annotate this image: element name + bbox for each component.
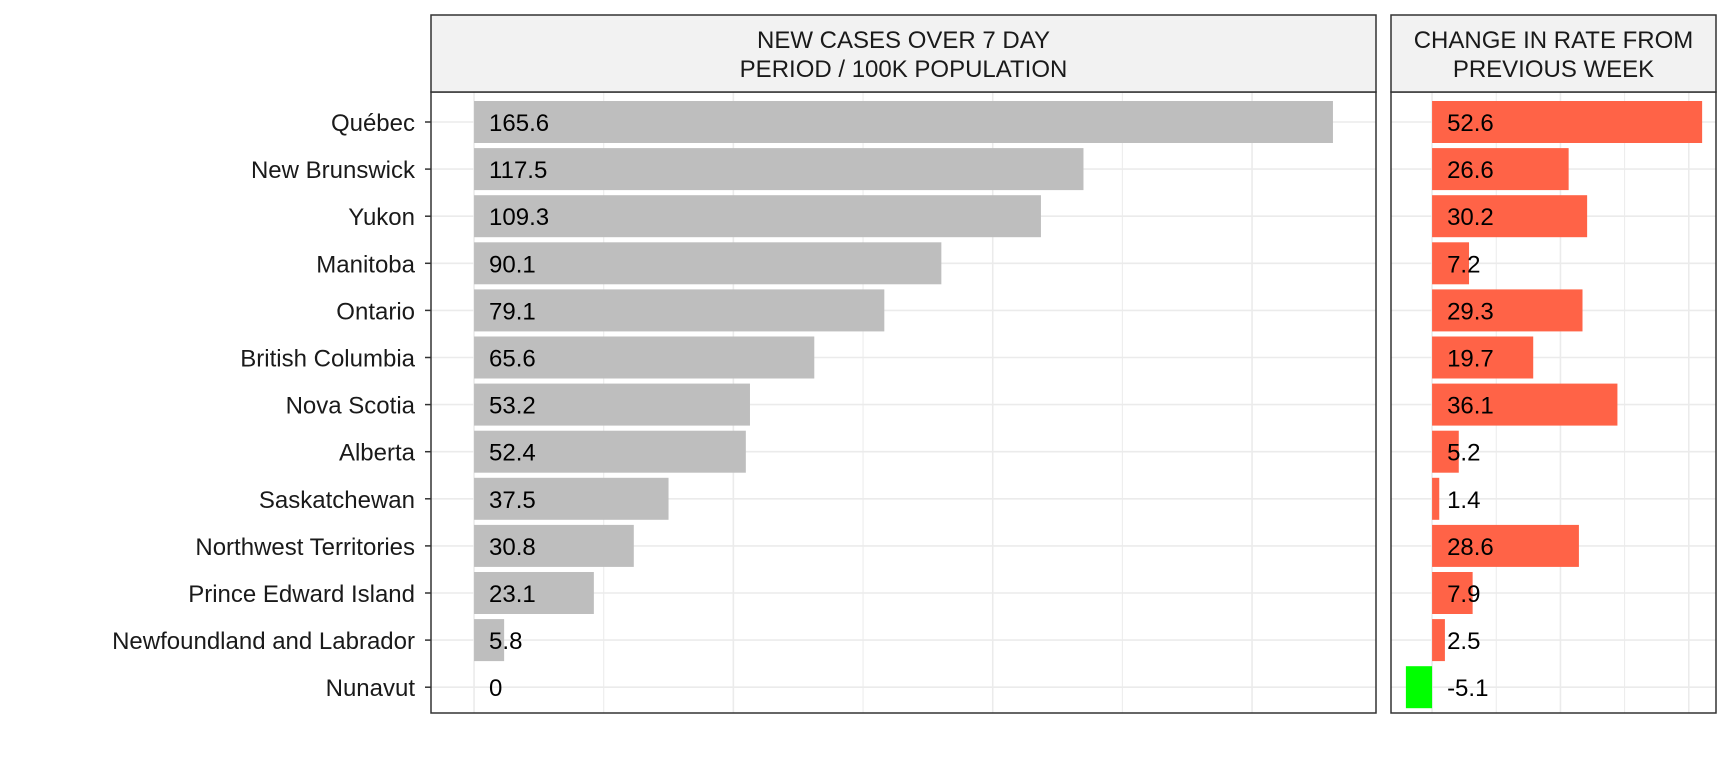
panel-change-in-rate: 52.6 26.6 30.2 7.2 29.3 19.7 36.1 5.2 1.4 28.6 7.9… [1390,14,1717,714]
panel-change-in-rate-bar [1432,336,1534,379]
panel-change-in-rate-value-label: 5.2 [1447,440,1480,467]
y-axis-category-label: Alberta [339,440,416,467]
panel-new-cases-bar [474,430,746,473]
panel-change-in-rate-bar [1432,572,1473,614]
panel-new-cases: 165.6 117.5 109.3 90.1 79.1 65.6 53.2 52.4 37.5 3… [430,14,1377,714]
panel-new-cases-bar [474,195,1041,238]
panel-new-cases-bar [474,619,505,662]
y-axis-category-label: New Brunswick [251,157,416,184]
panel-new-cases-value-label: 30.8 [489,534,536,561]
panel-change-in-rate-value-label: 26.6 [1447,157,1494,184]
panel-change-in-rate-bar [1405,666,1433,709]
panel-new-cases-value-label: 109.3 [489,204,549,231]
panel-change-in-rate-bar [1432,242,1470,285]
panel-new-cases-value-label: 117.5 [489,157,547,184]
y-axis-category-label: Nova Scotia [286,393,416,420]
panel-change-in-rate-value-labels: 52.6 26.6 30.2 7.2 29.3 19.7 36.1 5.2 1.4 28.6 7.9… [1447,110,1494,702]
panel-change-in-rate-strip [1390,14,1717,93]
panel-new-cases-bar [474,101,1333,143]
y-axis-category-label: Yukon [348,204,415,231]
panel-new-cases-value-label: 53.2 [489,393,536,420]
panel-change-in-rate-title-line-2: PREVIOUS WEEK [1453,56,1654,83]
panel-new-cases-value-label: 52.4 [489,440,536,467]
panel-change-in-rate-bar [1432,477,1440,520]
panel-change-in-rate-bar [1432,430,1459,473]
panel-new-cases-value-label: 5.8 [489,628,522,655]
y-axis-category-label: Prince Edward Island [188,581,415,608]
panel-new-cases-bars [474,101,1333,662]
panel-new-cases-value-label: 0 [489,675,502,702]
panel-change-in-rate-value-label: 7.9 [1447,581,1480,608]
y-axis-category-label: British Columbia [240,346,415,373]
panel-new-cases-bar [474,242,942,285]
panel-change-in-rate-bar [1432,619,1445,662]
panel-new-cases-bar [474,148,1084,191]
panel-change-in-rate-value-label: 7.2 [1447,251,1480,278]
panel-change-in-rate-value-label: 52.6 [1447,110,1494,137]
panel-new-cases-bar [474,383,750,426]
panel-new-cases-value-label: 65.6 [489,346,536,373]
panel-change-in-rate-value-label: 28.6 [1447,534,1494,561]
panel-change-in-rate-bar [1432,383,1618,426]
y-axis-category-label: Saskatchewan [259,487,415,514]
panel-new-cases-bar [474,524,634,567]
panel-change-in-rate-value-label: 19.7 [1447,346,1494,373]
panel-change-in-rate-value-label: -5.1 [1447,675,1488,702]
y-axis-category-label: Newfoundland and Labrador [112,628,415,655]
y-axis-category-label: Nunavut [326,675,416,702]
y-axis-category-label: Northwest Territories [195,534,415,561]
panel-change-in-rate-value-label: 36.1 [1447,393,1494,420]
panel-new-cases-value-label: 37.5 [489,487,536,514]
panel-new-cases-title-line-1: NEW CASES OVER 7 DAY [757,27,1050,54]
panel-new-cases-value-label: 79.1 [489,298,536,325]
panel-change-in-rate-value-label: 2.5 [1447,628,1480,655]
panel-change-in-rate-value-label: 1.4 [1447,487,1480,514]
panel-new-cases-bar [474,289,885,332]
panel-change-in-rate-bar [1432,524,1579,567]
panel-change-in-rate-bar [1432,148,1569,191]
y-axis: Québec New Brunswick Yukon Manitoba Ontario B… [112,110,431,702]
panel-new-cases-bar [474,477,669,520]
panel-new-cases-title-line-2: PERIOD / 100K POPULATION [740,56,1068,83]
panel-change-in-rate-value-label: 30.2 [1447,204,1494,231]
panel-change-in-rate-bars [1405,101,1703,709]
panel-new-cases-strip [430,14,1377,93]
panel-change-in-rate-title-line-1: CHANGE IN RATE FROM [1414,27,1694,54]
y-axis-category-label: Manitoba [316,251,415,278]
panel-change-in-rate-value-label: 29.3 [1447,298,1494,325]
panel-new-cases-value-label: 90.1 [489,251,536,278]
panel-new-cases-bar [474,336,815,379]
panel-new-cases-value-label: 23.1 [489,581,536,608]
panel-change-in-rate-bar [1432,101,1703,143]
panel-new-cases-value-label: 165.6 [489,110,549,137]
y-axis-category-label: Ontario [336,298,415,325]
panel-change-in-rate-bar [1432,289,1583,332]
panel-change-in-rate-bar [1432,195,1588,238]
y-axis-category-label: Québec [331,110,415,137]
panel-new-cases-value-labels: 165.6 117.5 109.3 90.1 79.1 65.6 53.2 52.4 37.5 3… [489,110,549,702]
panel-new-cases-bar [474,572,594,614]
